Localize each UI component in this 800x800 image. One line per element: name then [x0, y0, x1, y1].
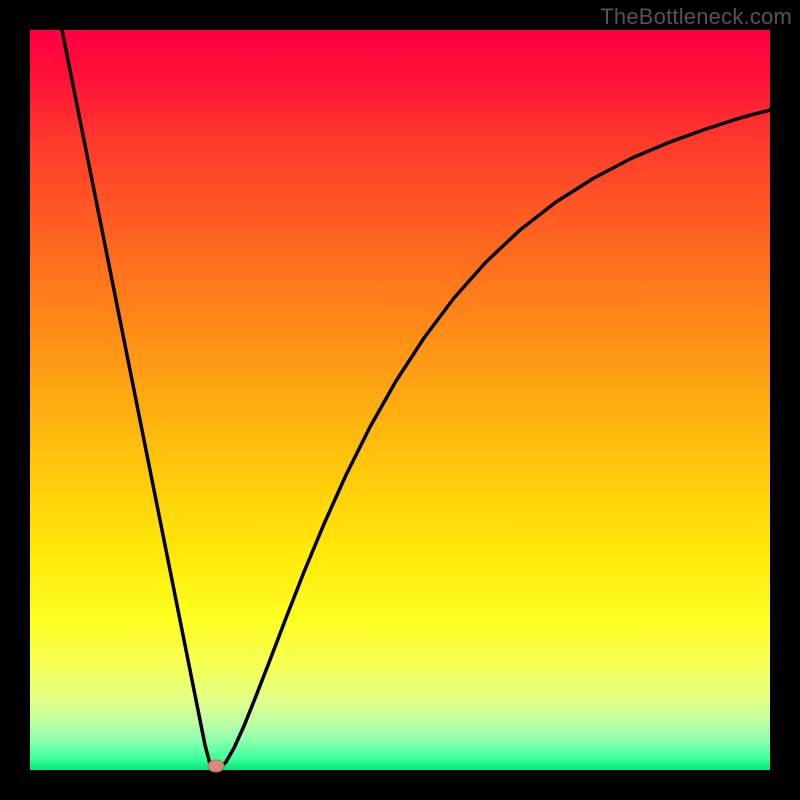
- bottleneck-chart: [0, 0, 800, 800]
- chart-plot-area: [30, 30, 770, 770]
- watermark: TheBottleneck.com: [600, 4, 792, 30]
- min-marker: [208, 760, 224, 772]
